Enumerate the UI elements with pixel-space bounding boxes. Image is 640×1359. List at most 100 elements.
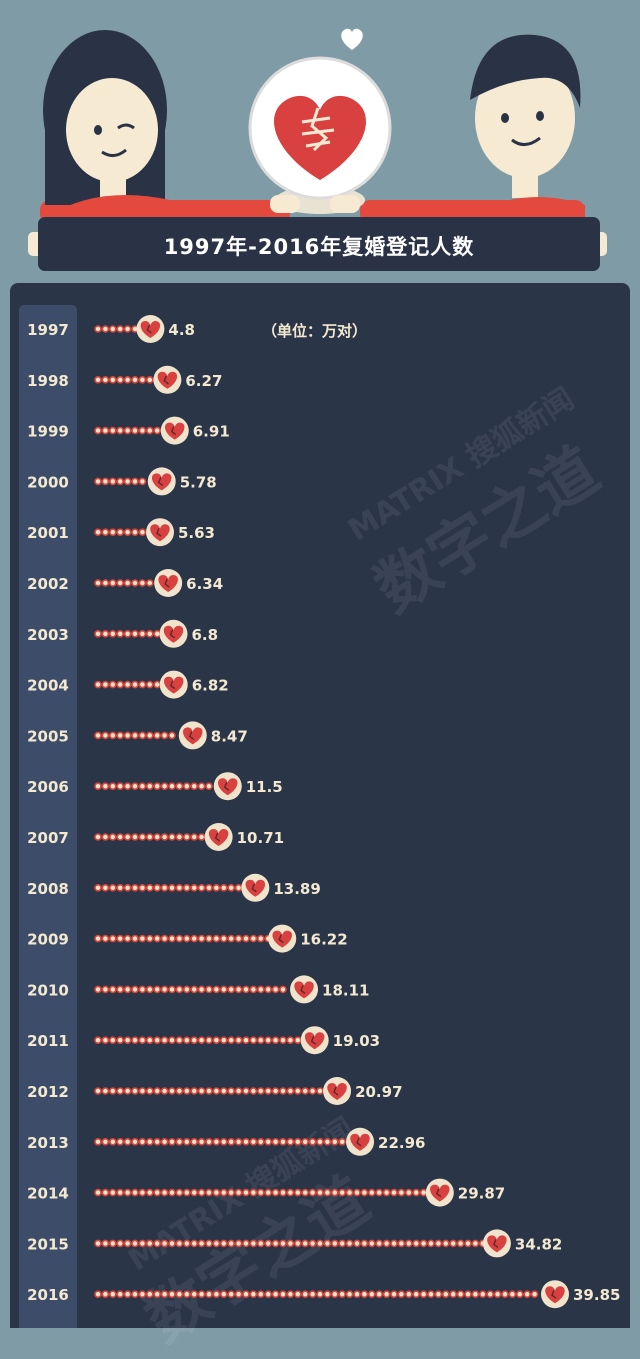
bar-row-2008: 2008 13.89	[27, 873, 321, 902]
value-label: 39.85	[573, 1286, 620, 1304]
value-label: 4.8	[168, 321, 195, 339]
year-label: 2005	[27, 727, 69, 745]
chart-title: 1997年-2016年复婚登记人数	[163, 235, 475, 259]
heart-marker	[159, 619, 188, 648]
year-label: 1998	[27, 372, 69, 390]
bead-bar	[94, 1036, 302, 1044]
bar-row-2014: 2014 29.87	[27, 1178, 505, 1207]
heart-marker	[346, 1127, 375, 1156]
heart-marker	[154, 569, 183, 597]
bar-row-2000: 2000 5.78	[27, 467, 217, 496]
value-label: 13.89	[273, 880, 320, 898]
bead-bar-chart: 1997 4.8 1998 6.27 1999 6.91 2000 5.78 2001 5.63 2…	[27, 315, 620, 1309]
heart-marker	[268, 924, 297, 953]
bar-row-2007: 2007 10.71	[27, 823, 284, 851]
value-label: 29.87	[458, 1185, 505, 1203]
heart-marker	[178, 721, 207, 750]
heart-marker	[241, 873, 270, 902]
value-label: 6.8	[191, 626, 218, 644]
bead-bar	[94, 579, 154, 587]
value-label: 5.63	[178, 524, 215, 542]
woman-illustration	[40, 30, 290, 224]
year-column	[19, 305, 77, 1328]
year-label: 2012	[27, 1083, 69, 1101]
bead-bar	[94, 883, 243, 892]
bead-bar	[94, 528, 147, 537]
year-label: 2007	[27, 829, 69, 847]
year-label: 2001	[27, 524, 69, 542]
value-label: 34.82	[515, 1235, 562, 1253]
bar-row-2010: 2010 18.11	[27, 975, 370, 1004]
small-heart-icon	[341, 28, 363, 50]
year-label: 2003	[27, 626, 69, 644]
heart-marker	[290, 975, 319, 1004]
bar-row-2011: 2011 19.03	[27, 1026, 380, 1055]
bar-row-2012: 2012 20.97	[27, 1077, 403, 1105]
year-label: 2009	[27, 931, 69, 949]
year-label: 2002	[27, 575, 69, 593]
bar-row-2009: 2009 16.22	[27, 924, 348, 953]
header-illustration	[28, 28, 607, 256]
value-label: 8.47	[211, 727, 248, 745]
bead-bar	[94, 375, 154, 384]
heart-marker	[300, 1026, 329, 1055]
year-label: 2006	[27, 778, 69, 796]
heart-marker	[204, 823, 233, 851]
year-label: 2011	[27, 1032, 69, 1050]
bead-bar	[94, 934, 273, 943]
title-banner: 1997年-2016年复婚登记人数	[38, 217, 600, 271]
year-label: 1999	[27, 423, 69, 441]
bead-bar	[94, 833, 206, 841]
value-label: 6.27	[185, 372, 222, 390]
heart-marker	[160, 416, 189, 445]
unit-label: （单位：万对）	[262, 322, 368, 340]
year-label: 1997	[27, 321, 69, 339]
bar-row-2013: 2013 22.96	[27, 1127, 425, 1156]
year-label: 2000	[27, 473, 69, 491]
year-label: 2010	[27, 981, 69, 999]
bar-row-2015: 2015 34.82	[27, 1229, 562, 1258]
bead-bar	[94, 1138, 347, 1146]
bead-bar	[94, 731, 176, 740]
year-label: 2014	[27, 1185, 69, 1203]
value-label: 5.78	[180, 473, 217, 491]
value-label: 19.03	[333, 1032, 380, 1050]
heart-marker	[541, 1280, 569, 1309]
year-label: 2013	[27, 1134, 69, 1152]
bar-row-2005: 2005 8.47	[27, 721, 248, 750]
bar-row-2003: 2003 6.8	[27, 619, 218, 648]
heart-marker	[213, 772, 242, 801]
heart-marker	[159, 670, 188, 699]
bar-row-2002: 2002 6.34	[27, 569, 223, 597]
bead-bar	[94, 477, 147, 486]
heart-marker	[147, 467, 176, 496]
value-label: 18.11	[322, 981, 369, 999]
year-label: 2015	[27, 1235, 69, 1253]
value-label: 6.34	[186, 575, 223, 593]
bead-bar	[94, 782, 213, 791]
bead-bar	[94, 1239, 487, 1248]
heart-marker	[145, 518, 174, 547]
heart-marker	[482, 1229, 511, 1258]
chart-panel	[10, 283, 630, 1328]
value-label: 16.22	[300, 931, 347, 949]
bead-bar	[94, 985, 287, 994]
bar-row-2004: 2004 6.82	[27, 670, 229, 699]
bead-bar	[94, 680, 161, 689]
heart-marker	[136, 315, 165, 343]
bar-row-1998: 1998 6.27	[27, 365, 222, 394]
year-label: 2008	[27, 880, 69, 898]
value-label: 6.91	[193, 423, 230, 441]
value-label: 22.96	[378, 1134, 425, 1152]
year-label: 2004	[27, 677, 69, 695]
bead-bar	[94, 426, 161, 435]
year-label: 2016	[27, 1286, 69, 1304]
bead-bar	[94, 1087, 324, 1095]
bead-bar	[94, 1290, 539, 1298]
value-label: 10.71	[237, 829, 284, 847]
heart-marker	[153, 365, 182, 394]
bead-bar	[94, 1188, 428, 1197]
bar-row-2016: 2016 39.85	[27, 1280, 620, 1309]
bead-bar	[94, 325, 139, 333]
heart-marker	[323, 1077, 352, 1105]
